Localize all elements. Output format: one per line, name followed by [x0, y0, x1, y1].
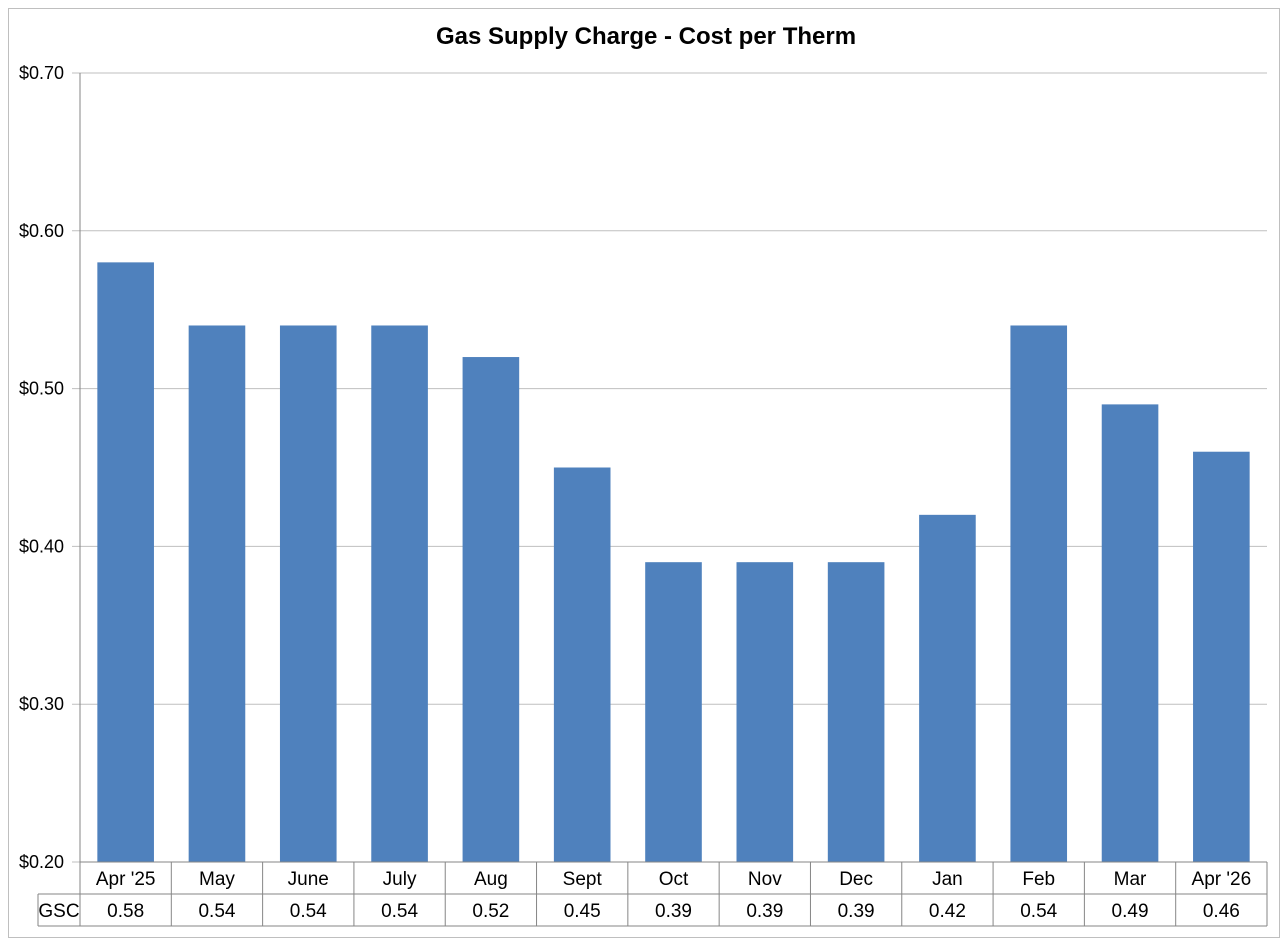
- category-label: June: [288, 869, 329, 890]
- bar-5: [553, 467, 611, 862]
- y-tick-label: $0.50: [19, 379, 64, 399]
- category-label: Nov: [748, 869, 782, 890]
- bar-1: [188, 325, 246, 863]
- series-name-label: GSC: [38, 901, 79, 922]
- category-label: Aug: [474, 869, 508, 890]
- bar-2: [279, 325, 337, 863]
- category-label: May: [199, 869, 235, 890]
- chart-title: Gas Supply Charge - Cost per Therm: [436, 23, 856, 50]
- category-label: Apr '25: [96, 869, 156, 890]
- value-label: 0.46: [1203, 901, 1240, 922]
- category-label: Sept: [563, 869, 603, 890]
- category-label: Dec: [839, 869, 873, 890]
- data-table: GSC Apr '25 0.58 May 0.54 June 0.54 July 0.54 Aug…: [37, 861, 1268, 927]
- value-label: 0.54: [381, 901, 418, 922]
- value-label: 0.58: [107, 901, 144, 922]
- value-label: 0.54: [198, 901, 235, 922]
- bars: [97, 262, 1250, 863]
- y-tick-label: $0.40: [19, 536, 64, 556]
- bar-10: [1010, 325, 1068, 863]
- bar-4: [462, 357, 520, 862]
- y-tick-label: $0.30: [19, 694, 64, 714]
- category-label: Jan: [932, 869, 963, 890]
- value-label: 0.39: [838, 901, 875, 922]
- value-label: 0.39: [655, 901, 692, 922]
- bar-6: [645, 562, 702, 862]
- category-label: Apr '26: [1192, 869, 1252, 890]
- y-tick-label: $0.20: [19, 852, 64, 872]
- bar-0: [97, 262, 154, 862]
- bar-3: [371, 325, 428, 863]
- y-tick-label: $0.60: [19, 221, 64, 241]
- category-label: Oct: [659, 869, 689, 890]
- category-label: Mar: [1114, 869, 1147, 890]
- value-label: 0.45: [564, 901, 601, 922]
- value-label: 0.54: [1020, 901, 1057, 922]
- value-label: 0.42: [929, 901, 966, 922]
- bar-8: [827, 562, 885, 862]
- y-tick-label: $0.70: [19, 63, 64, 83]
- bar-7: [736, 562, 794, 862]
- value-label: 0.54: [290, 901, 327, 922]
- value-label: 0.49: [1112, 901, 1149, 922]
- bar-11: [1101, 404, 1159, 862]
- category-label: July: [383, 869, 417, 890]
- y-axis: $0.20 $0.30 $0.40 $0.50 $0.60 $0.70: [19, 63, 81, 872]
- value-label: 0.52: [472, 901, 509, 922]
- category-label: Feb: [1022, 869, 1055, 890]
- bar-9: [919, 514, 976, 862]
- value-label: 0.39: [746, 901, 783, 922]
- bar-12: [1193, 451, 1250, 862]
